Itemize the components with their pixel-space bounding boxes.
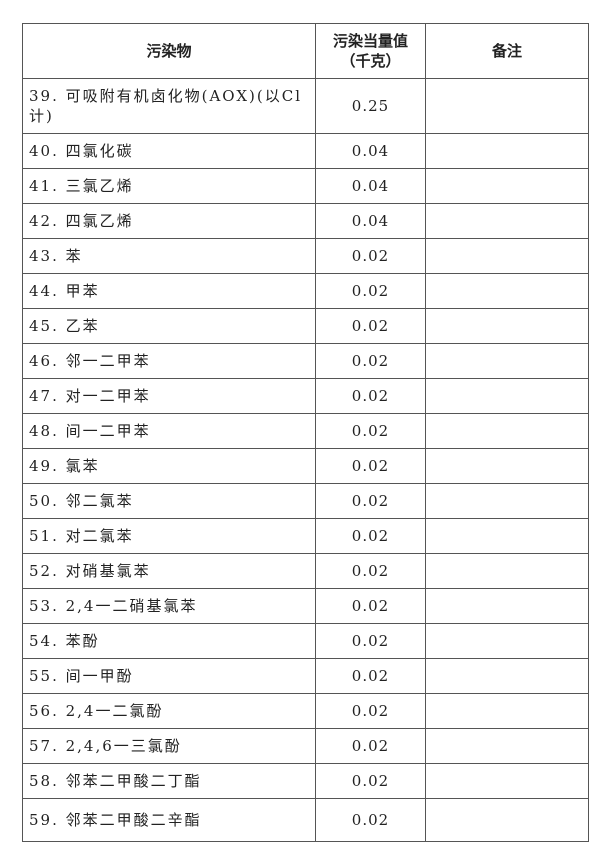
equivalent-value: 0.02 bbox=[315, 623, 426, 659]
remark-cell bbox=[425, 553, 589, 589]
table-row: 52. 对硝基氯苯 0.02 bbox=[22, 553, 589, 589]
pollutant-name: 44. 甲苯 bbox=[22, 273, 316, 309]
remark-cell bbox=[425, 798, 589, 842]
pollutant-name: 58. 邻苯二甲酸二丁酯 bbox=[22, 763, 316, 799]
equivalent-value: 0.02 bbox=[315, 378, 426, 414]
pollutant-name: 45. 乙苯 bbox=[22, 308, 316, 344]
equivalent-value: 0.02 bbox=[315, 693, 426, 729]
remark-cell bbox=[425, 378, 589, 414]
pollutant-name: 41. 三氯乙烯 bbox=[22, 168, 316, 204]
table-row: 53. 2,4一二硝基氯苯 0.02 bbox=[22, 588, 589, 624]
table-row: 58. 邻苯二甲酸二丁酯 0.02 bbox=[22, 763, 589, 799]
remark-cell bbox=[425, 413, 589, 449]
pollutant-name: 42. 四氯乙烯 bbox=[22, 203, 316, 239]
table-row: 56. 2,4一二氯酚 0.02 bbox=[22, 693, 589, 729]
equivalent-value: 0.02 bbox=[315, 588, 426, 624]
equivalent-value: 0.02 bbox=[315, 658, 426, 694]
remark-cell bbox=[425, 168, 589, 204]
table-row: 49. 氯苯 0.02 bbox=[22, 448, 589, 484]
table-row: 39. 可吸附有机卤化物(AOX)(以Cl计) 0.25 bbox=[22, 78, 589, 134]
pollutant-name: 56. 2,4一二氯酚 bbox=[22, 693, 316, 729]
table-row: 42. 四氯乙烯 0.04 bbox=[22, 203, 589, 239]
remark-cell bbox=[425, 728, 589, 764]
equivalent-value: 0.02 bbox=[315, 518, 426, 554]
pollutant-name: 47. 对一二甲苯 bbox=[22, 378, 316, 414]
table-row: 55. 间一甲酚 0.02 bbox=[22, 658, 589, 694]
equivalent-value: 0.02 bbox=[315, 238, 426, 274]
pollutant-name: 57. 2,4,6一三氯酚 bbox=[22, 728, 316, 764]
table-row: 59. 邻苯二甲酸二辛酯 0.02 bbox=[22, 798, 589, 842]
pollutant-name: 55. 间一甲酚 bbox=[22, 658, 316, 694]
equivalent-value: 0.02 bbox=[315, 413, 426, 449]
remark-cell bbox=[425, 693, 589, 729]
pollutant-name: 43. 苯 bbox=[22, 238, 316, 274]
pollutant-name: 39. 可吸附有机卤化物(AOX)(以Cl计) bbox=[22, 78, 316, 134]
remark-cell bbox=[425, 658, 589, 694]
equivalent-value: 0.04 bbox=[315, 203, 426, 239]
equivalent-value: 0.04 bbox=[315, 133, 426, 169]
equivalent-value: 0.02 bbox=[315, 553, 426, 589]
equivalent-value: 0.02 bbox=[315, 798, 426, 842]
table-row: 47. 对一二甲苯 0.02 bbox=[22, 378, 589, 414]
table-row: 43. 苯 0.02 bbox=[22, 238, 589, 274]
equivalent-value: 0.02 bbox=[315, 273, 426, 309]
pollutant-name: 50. 邻二氯苯 bbox=[22, 483, 316, 519]
table-row: 54. 苯酚 0.02 bbox=[22, 623, 589, 659]
remark-cell bbox=[425, 308, 589, 344]
header-value-line2: （千克） bbox=[340, 52, 401, 70]
pollutant-name: 40. 四氯化碳 bbox=[22, 133, 316, 169]
remark-cell bbox=[425, 623, 589, 659]
equivalent-value: 0.02 bbox=[315, 448, 426, 484]
pollutant-name: 52. 对硝基氯苯 bbox=[22, 553, 316, 589]
table-row: 45. 乙苯 0.02 bbox=[22, 308, 589, 344]
remark-cell bbox=[425, 343, 589, 379]
header-value-line1: 污染当量值 bbox=[332, 32, 408, 50]
remark-cell bbox=[425, 133, 589, 169]
equivalent-value: 0.02 bbox=[315, 343, 426, 379]
header-remark: 备注 bbox=[425, 23, 589, 79]
pollutant-name: 51. 对二氯苯 bbox=[22, 518, 316, 554]
header-value: 污染当量值 （千克） bbox=[315, 23, 426, 79]
header-row: 污染物 污染当量值 （千克） 备注 bbox=[22, 23, 589, 79]
equivalent-value: 0.25 bbox=[315, 78, 426, 134]
pollutant-name: 59. 邻苯二甲酸二辛酯 bbox=[22, 798, 316, 842]
table-row: 48. 间一二甲苯 0.02 bbox=[22, 413, 589, 449]
pollutant-name: 48. 间一二甲苯 bbox=[22, 413, 316, 449]
header-pollutant: 污染物 bbox=[22, 23, 316, 79]
pollutant-name: 54. 苯酚 bbox=[22, 623, 316, 659]
pollutant-equivalent-table: 污染物 污染当量值 （千克） 备注 39. 可吸附有机卤化物(AOX)(以Cl计)… bbox=[22, 23, 589, 842]
equivalent-value: 0.04 bbox=[315, 168, 426, 204]
remark-cell bbox=[425, 483, 589, 519]
remark-cell bbox=[425, 588, 589, 624]
pollutant-name: 53. 2,4一二硝基氯苯 bbox=[22, 588, 316, 624]
table-row: 57. 2,4,6一三氯酚 0.02 bbox=[22, 728, 589, 764]
pollutant-name: 49. 氯苯 bbox=[22, 448, 316, 484]
remark-cell bbox=[425, 78, 589, 134]
remark-cell bbox=[425, 763, 589, 799]
table-row: 50. 邻二氯苯 0.02 bbox=[22, 483, 589, 519]
remark-cell bbox=[425, 518, 589, 554]
table-row: 41. 三氯乙烯 0.04 bbox=[22, 168, 589, 204]
equivalent-value: 0.02 bbox=[315, 483, 426, 519]
table-row: 51. 对二氯苯 0.02 bbox=[22, 518, 589, 554]
table-row: 46. 邻一二甲苯 0.02 bbox=[22, 343, 589, 379]
pollutant-name: 46. 邻一二甲苯 bbox=[22, 343, 316, 379]
table-row: 44. 甲苯 0.02 bbox=[22, 273, 589, 309]
table-row: 40. 四氯化碳 0.04 bbox=[22, 133, 589, 169]
remark-cell bbox=[425, 273, 589, 309]
equivalent-value: 0.02 bbox=[315, 728, 426, 764]
equivalent-value: 0.02 bbox=[315, 763, 426, 799]
remark-cell bbox=[425, 238, 589, 274]
equivalent-value: 0.02 bbox=[315, 308, 426, 344]
remark-cell bbox=[425, 448, 589, 484]
remark-cell bbox=[425, 203, 589, 239]
